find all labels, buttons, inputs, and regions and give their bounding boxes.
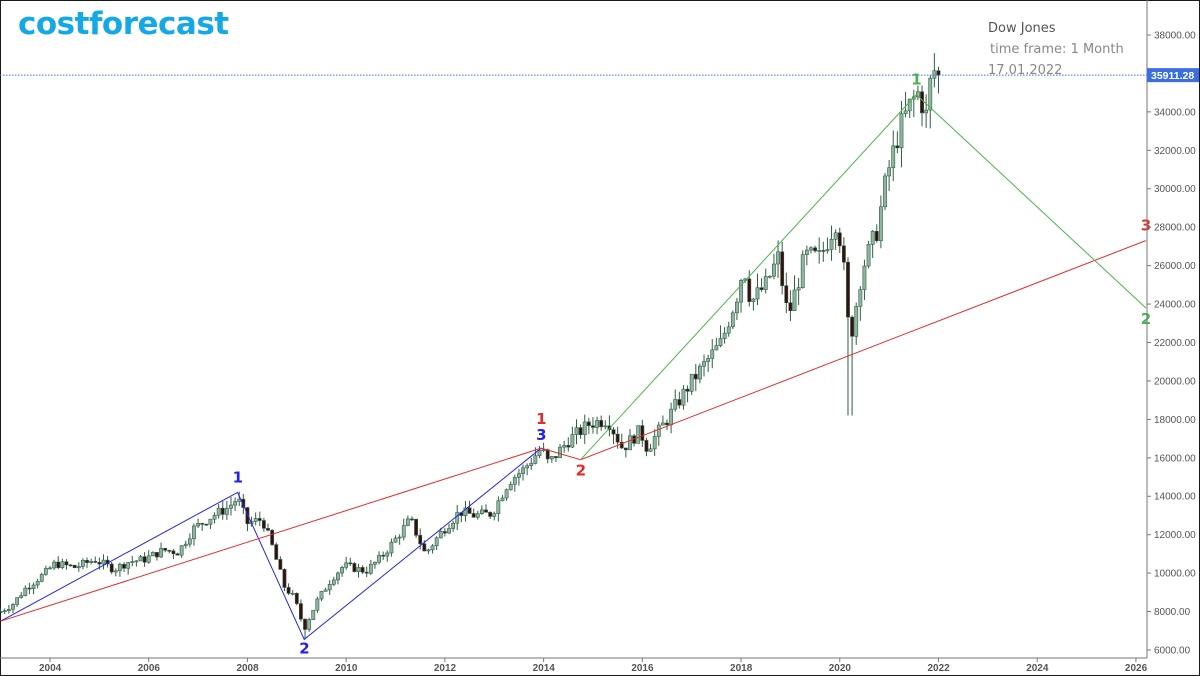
svg-text:2008: 2008: [236, 663, 259, 674]
svg-text:20000.00: 20000.00: [1154, 376, 1196, 387]
svg-text:32000.00: 32000.00: [1154, 146, 1196, 157]
svg-text:2: 2: [1141, 310, 1151, 328]
svg-text:2026: 2026: [1125, 663, 1148, 674]
svg-text:38000.00: 38000.00: [1154, 30, 1196, 41]
time-frame-label: time frame: 1 Month: [990, 42, 1124, 57]
ticker-title: Dow Jones: [988, 21, 1056, 36]
svg-text:10000.00: 10000.00: [1154, 569, 1196, 580]
date-label: 17.01.2022: [988, 63, 1063, 78]
svg-text:2010: 2010: [335, 663, 358, 674]
svg-text:2016: 2016: [631, 663, 654, 674]
svg-text:2: 2: [576, 462, 586, 480]
svg-text:3: 3: [1141, 217, 1151, 235]
svg-text:2012: 2012: [434, 663, 457, 674]
svg-text:1: 1: [911, 71, 921, 89]
svg-text:16000.00: 16000.00: [1154, 453, 1196, 464]
svg-text:30000.00: 30000.00: [1154, 184, 1196, 195]
svg-text:22000.00: 22000.00: [1154, 338, 1196, 349]
svg-text:1: 1: [233, 468, 243, 486]
svg-text:12000.00: 12000.00: [1154, 530, 1196, 541]
svg-text:28000.00: 28000.00: [1154, 223, 1196, 234]
svg-text:2018: 2018: [730, 663, 753, 674]
svg-text:18000.00: 18000.00: [1154, 415, 1196, 426]
svg-text:2004: 2004: [39, 663, 62, 674]
svg-text:24000.00: 24000.00: [1154, 300, 1196, 311]
svg-text:2020: 2020: [829, 663, 852, 674]
svg-text:3: 3: [536, 426, 546, 444]
svg-text:14000.00: 14000.00: [1154, 492, 1196, 503]
candlestick-series: [0, 53, 941, 640]
svg-text:2006: 2006: [138, 663, 161, 674]
svg-text:2024: 2024: [1026, 663, 1049, 674]
svg-text:6000.00: 6000.00: [1154, 646, 1191, 657]
svg-text:26000.00: 26000.00: [1154, 261, 1196, 272]
svg-text:8000.00: 8000.00: [1154, 607, 1191, 618]
svg-text:1: 1: [536, 410, 546, 428]
svg-text:34000.00: 34000.00: [1154, 107, 1196, 118]
svg-text:2022: 2022: [927, 663, 950, 674]
brand-logo: costforecast: [18, 6, 229, 42]
svg-text:2: 2: [299, 639, 309, 657]
info-box: Dow Jones time frame: 1 Month 17.01.2022: [988, 18, 1124, 81]
svg-text:2014: 2014: [533, 663, 556, 674]
svg-text:35911.28: 35911.28: [1151, 70, 1194, 82]
